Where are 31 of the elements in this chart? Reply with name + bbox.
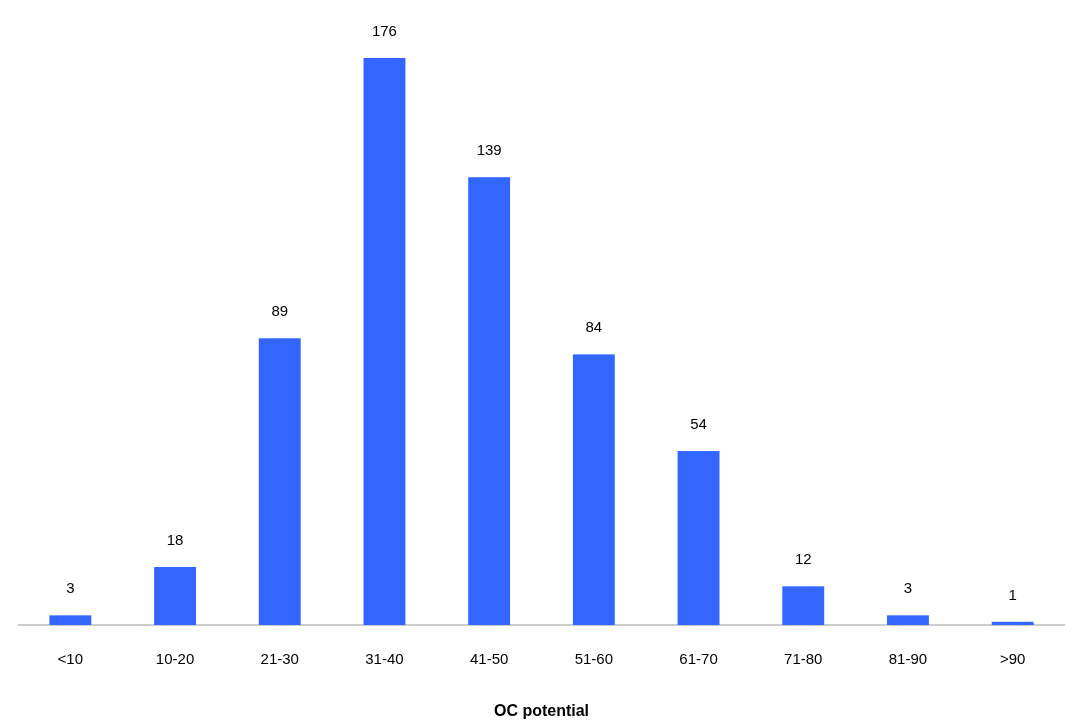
x-tick-label: 31-40 (365, 650, 404, 667)
data-label: 84 (585, 318, 603, 336)
data-label: 1 (1008, 585, 1017, 603)
x-tick-label: <10 (57, 650, 84, 667)
bar (782, 586, 825, 625)
bar (991, 621, 1034, 625)
data-label: 18 (166, 531, 184, 549)
bar (677, 451, 720, 625)
x-tick-label: 41-50 (469, 650, 509, 667)
x-tick-label: 51-60 (574, 650, 614, 667)
data-label: 54 (690, 415, 707, 433)
bar (363, 58, 406, 625)
data-label: 12 (794, 550, 812, 568)
x-tick-label: >90 (999, 650, 1026, 667)
bar (468, 177, 511, 625)
bar (49, 615, 92, 625)
x-tick-label: 71-80 (784, 650, 823, 667)
x-axis-title: OC potential (493, 702, 590, 719)
data-label: 3 (66, 579, 75, 597)
bar (258, 338, 301, 625)
x-tick-label: 10-20 (155, 650, 195, 667)
x-tick-label: 61-70 (679, 650, 718, 667)
x-tick-label: 21-30 (260, 650, 299, 667)
data-label: 89 (271, 302, 289, 320)
data-label: 3 (903, 579, 913, 597)
bar (887, 615, 929, 625)
x-tick-label: 81-90 (888, 650, 928, 667)
data-label: 176 (371, 22, 397, 39)
data-label: 139 (476, 141, 502, 159)
bar (154, 567, 196, 625)
bar (572, 354, 615, 625)
